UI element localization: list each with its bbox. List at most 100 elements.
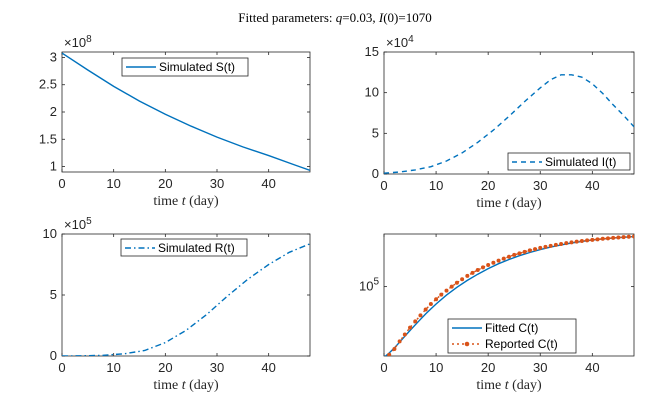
legend-label: Simulated S(t): [159, 60, 235, 74]
x-axis-label: time t (day): [476, 196, 542, 211]
data-point: [434, 297, 439, 302]
y-tick-label: 1.5: [39, 131, 57, 146]
x-tick-label: 0: [58, 176, 65, 191]
data-point: [465, 273, 470, 278]
x-tick-label: 20: [158, 176, 172, 191]
data-point: [616, 235, 621, 240]
legend-box: [121, 57, 249, 77]
x-axis-label: time t (day): [153, 194, 219, 209]
x-tick-label: 20: [481, 360, 495, 375]
data-point: [585, 238, 590, 243]
panel-C: 0 10 20 30 40 105 time t (day) Fitted C(t) Repor…: [359, 233, 635, 393]
data-point: [543, 244, 548, 249]
x-tick-label: 10: [429, 360, 443, 375]
x-tick-label: 0: [380, 178, 387, 193]
data-point: [590, 237, 595, 242]
panel-R: 0 10 20 30 40 0 5 10 ×105 time t (day) Simulated R…: [43, 216, 311, 393]
data-point: [569, 240, 574, 245]
series-line: [388, 235, 634, 356]
x-tick-label: 30: [210, 360, 224, 375]
data-point: [632, 234, 634, 239]
x-axis-label: time t (day): [476, 378, 542, 393]
data-point: [480, 265, 485, 270]
data-point: [553, 242, 558, 247]
data-point: [470, 270, 475, 275]
y-tick-label: 1: [50, 159, 57, 174]
data-point: [533, 247, 538, 252]
data-point: [392, 346, 397, 351]
series-line: [62, 243, 310, 356]
x-tick-label: 40: [585, 360, 599, 375]
data-point: [605, 236, 610, 241]
x-tick-label: 30: [533, 178, 547, 193]
series-line: [384, 74, 634, 174]
legend-box: [507, 152, 631, 171]
y-tick-label: 10: [365, 85, 379, 100]
data-point: [496, 258, 501, 263]
data-point: [460, 277, 465, 282]
y-exponent-label: ×108: [64, 34, 92, 50]
x-tick-label: 40: [261, 176, 275, 191]
y-tick-label: 2.5: [39, 77, 57, 92]
y-exponent-label: ×104: [386, 34, 414, 50]
data-point: [486, 262, 491, 267]
data-point: [408, 325, 413, 330]
series-line: [62, 52, 310, 172]
legend-label: Fitted C(t): [485, 321, 538, 335]
data-point: [595, 237, 600, 242]
data-point: [413, 319, 418, 324]
legend-label: Simulated I(t): [545, 155, 616, 169]
data-point: [522, 249, 527, 254]
x-tick-label: 30: [533, 360, 547, 375]
x-tick-label: 20: [158, 360, 172, 375]
data-point: [507, 254, 511, 259]
legend-box: [120, 238, 248, 257]
data-point: [501, 256, 506, 261]
x-tick-label: 20: [481, 178, 495, 193]
data-point: [574, 239, 579, 244]
data-point: [579, 239, 584, 244]
data-point: [517, 251, 522, 256]
x-tick-label: 30: [210, 176, 224, 191]
x-tick-label: 40: [261, 360, 275, 375]
x-tick-label: 10: [429, 178, 443, 193]
x-tick-label: 0: [380, 360, 387, 375]
x-tick-label: 10: [106, 176, 120, 191]
data-point: [491, 260, 496, 265]
y-tick-label: 105: [359, 277, 379, 294]
series-group: [62, 243, 310, 356]
y-tick-label: 2: [50, 104, 57, 119]
data-point: [538, 245, 543, 250]
data-point: [423, 307, 428, 312]
legend-box: [447, 318, 577, 354]
data-point: [512, 252, 517, 257]
data-point: [475, 268, 480, 273]
y-tick-label: 0: [372, 166, 379, 181]
panel-S: 0 10 20 30 40 1 1.5 2 2.5 3 ×108 time t (day) Simula…: [39, 34, 311, 209]
data-point: [402, 332, 407, 337]
data-point: [564, 241, 569, 246]
x-tick-label: 40: [585, 178, 599, 193]
data-point: [611, 235, 616, 240]
y-tick-label: 15: [365, 44, 379, 59]
x-axis-label: time t (day): [153, 378, 219, 393]
data-point: [621, 235, 626, 240]
series-group: [384, 234, 634, 356]
y-tick-label: 0: [50, 348, 57, 363]
legend-marker: [464, 341, 470, 347]
data-point: [444, 288, 449, 293]
series-group: [384, 74, 634, 174]
data-point: [454, 280, 459, 285]
data-point: [439, 292, 444, 297]
data-point: [387, 352, 392, 356]
y-tick-label: 3: [50, 49, 57, 64]
data-point: [600, 236, 605, 241]
data-point: [397, 339, 402, 344]
data-point: [428, 301, 433, 306]
data-point: [548, 243, 553, 248]
data-point: [449, 284, 454, 289]
y-tick-label: 5: [50, 287, 57, 302]
data-point: [626, 234, 631, 239]
y-tick-label: 5: [372, 125, 379, 140]
